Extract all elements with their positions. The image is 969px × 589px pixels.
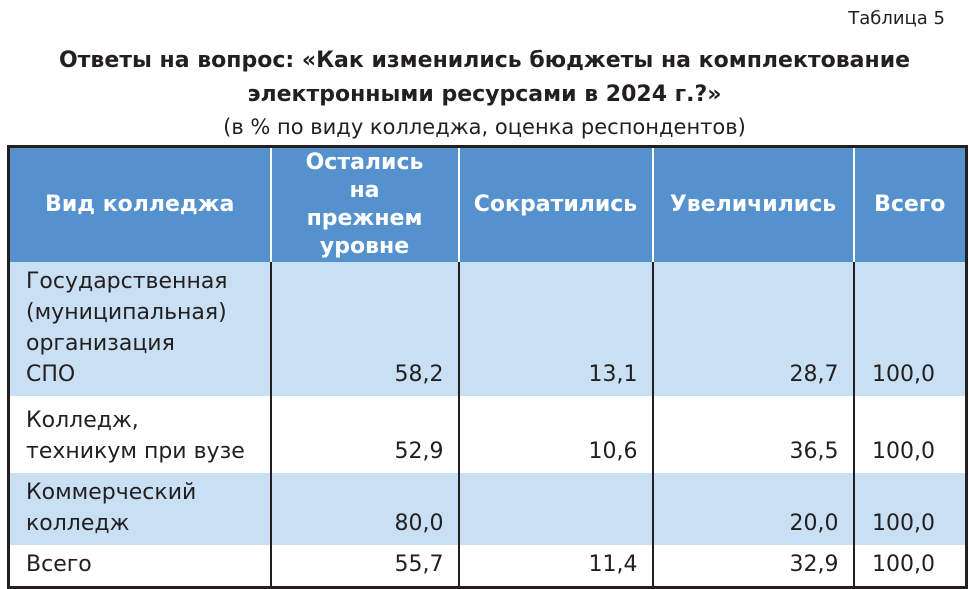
title-line: Ответы на вопрос: «Как изменились бюджет… <box>58 48 911 73</box>
cell: 58,2 <box>269 262 459 396</box>
table-row: Колледж, техникум при вузе 52,9 10,6 36,… <box>9 396 967 473</box>
header-cell: Увеличились <box>651 146 854 262</box>
cell: 52,9 <box>269 396 459 473</box>
table-subtitle: (в % по виду колледжа, оценка респондент… <box>223 115 746 139</box>
cell: 20,0 <box>651 473 854 545</box>
table-title: Ответы на вопрос: «Как изменились бюджет… <box>0 44 969 112</box>
cell <box>457 473 653 545</box>
table-row: Коммерческий колледж 80,0 20,0 100,0 <box>8 473 967 545</box>
header-cell: Остались на прежнем уровне <box>269 146 459 262</box>
cell: Всего <box>26 552 92 577</box>
header-cell: Вид колледжа <box>8 146 271 262</box>
header-row: Вид колледжа Остались на прежнем уровне … <box>8 146 967 262</box>
header-cell: Всего <box>852 146 967 262</box>
cell: 28,7 <box>651 262 854 396</box>
table-row: Всего 55,7 11,4 32,9 100,0 <box>9 545 967 588</box>
cell: Государственная (муниципальная) организа… <box>8 262 271 396</box>
cell: 11,4 <box>457 545 653 588</box>
cell: 80,0 <box>269 473 459 545</box>
cell: 100,0 <box>852 262 967 396</box>
header-cell: Сократились <box>457 146 653 262</box>
cell: 100,0 <box>852 545 967 588</box>
cell: 13,1 <box>457 262 653 396</box>
cell: 10,6 <box>457 396 653 473</box>
title-line: электронными ресурсами в 2024 г.?» <box>247 82 722 107</box>
cell: Колледж, техникум при вузе <box>26 408 245 464</box>
table-number: Таблица 5 <box>848 8 945 29</box>
cell: 32,9 <box>651 545 854 588</box>
cell: 55,7 <box>269 545 459 588</box>
table-row: Государственная (муниципальная) организа… <box>8 262 967 396</box>
data-table: Вид колледжа Остались на прежнем уровне … <box>7 145 968 589</box>
cell: Коммерческий колледж <box>8 473 271 545</box>
cell: 36,5 <box>651 396 854 473</box>
cell: 100,0 <box>852 396 967 473</box>
cell: 100,0 <box>852 473 967 545</box>
